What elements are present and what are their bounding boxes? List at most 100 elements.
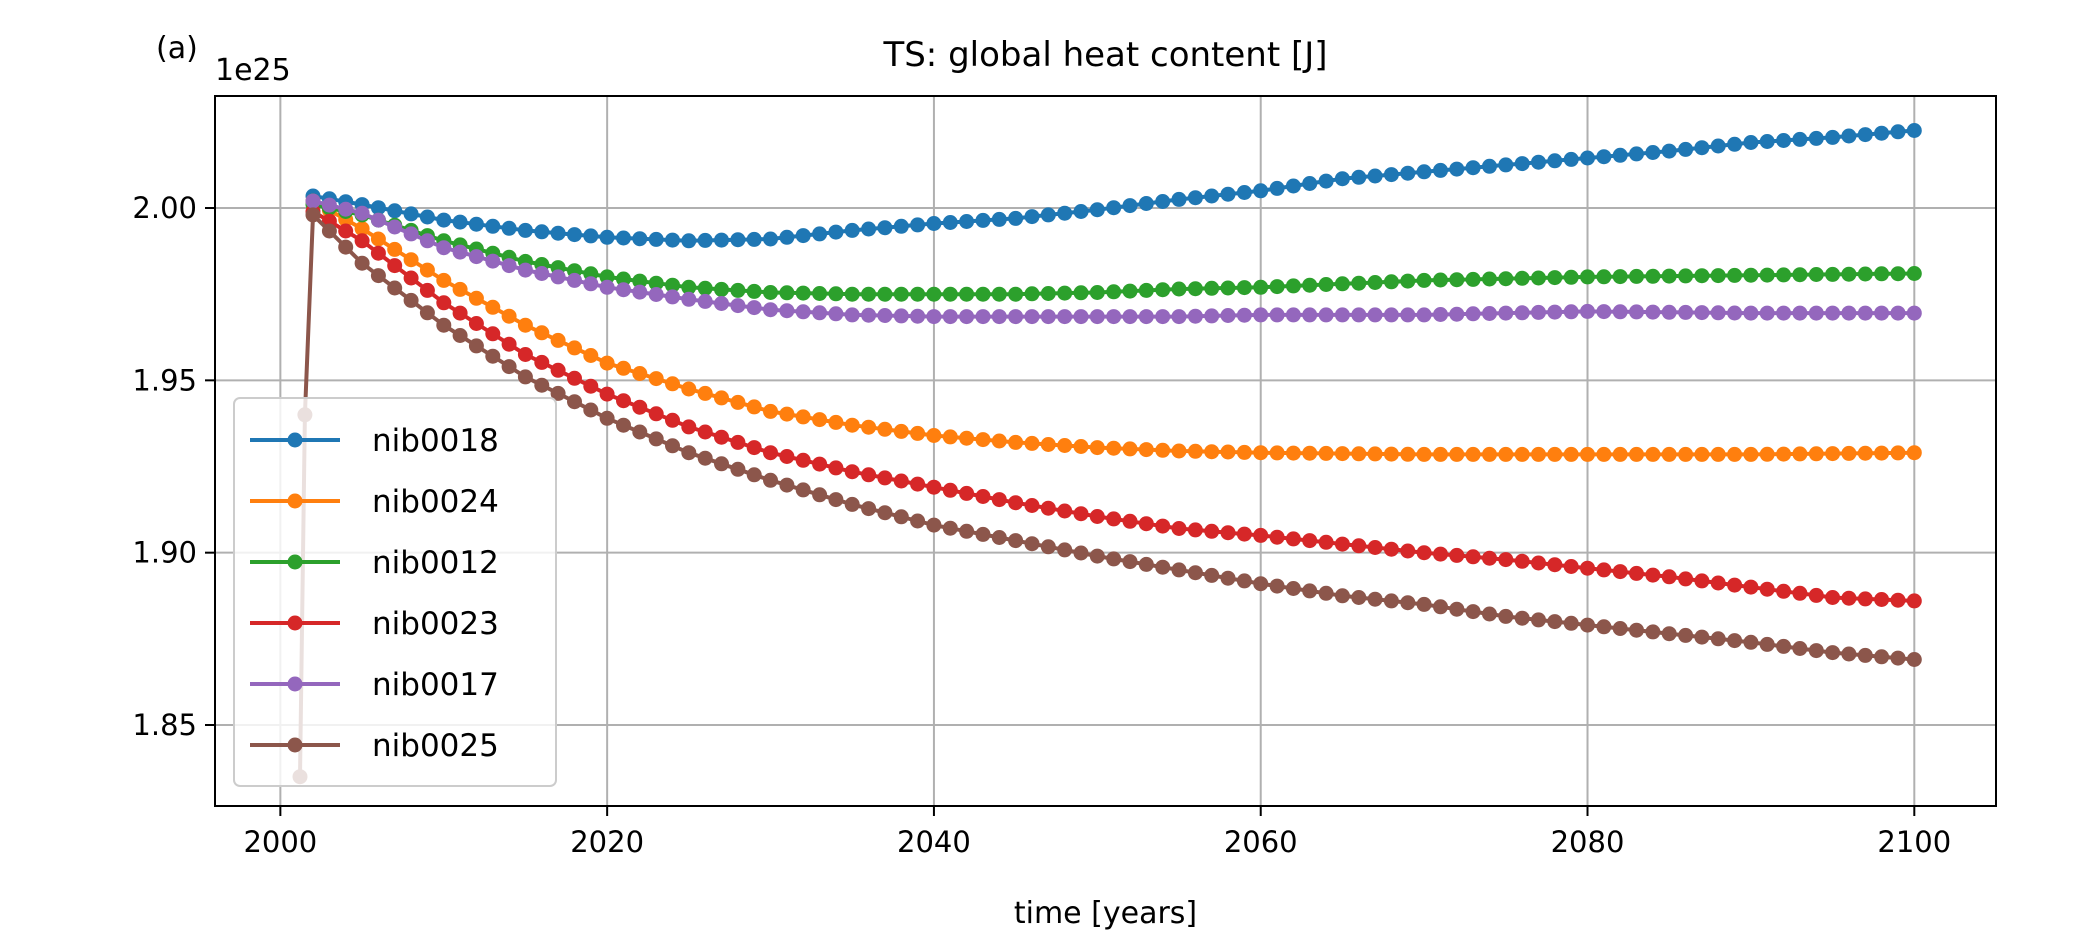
- data-point: [665, 438, 680, 454]
- data-point: [616, 393, 631, 409]
- data-point: [419, 209, 435, 225]
- data-point: [1334, 536, 1350, 552]
- data-point: [1073, 204, 1089, 219]
- data-point: [1482, 271, 1497, 287]
- data-point: [1008, 309, 1024, 325]
- data-point: [1449, 547, 1465, 563]
- data-point: [1269, 529, 1285, 545]
- data-point: [779, 449, 795, 464]
- data-point: [1776, 133, 1792, 148]
- data-point: [1302, 583, 1318, 599]
- data-point: [567, 394, 582, 410]
- data-point: [1416, 545, 1432, 561]
- data-point: [1236, 280, 1252, 296]
- data-point: [338, 223, 354, 239]
- data-point: [1220, 525, 1236, 541]
- data-point: [1253, 307, 1269, 323]
- data-point: [1383, 274, 1399, 290]
- data-point: [910, 513, 926, 529]
- data-point: [1204, 280, 1220, 296]
- data-point: [1596, 149, 1612, 165]
- data-point: [795, 304, 811, 320]
- data-point: [517, 222, 533, 238]
- data-point: [975, 432, 991, 448]
- data-point: [1792, 305, 1808, 321]
- data-point: [534, 224, 550, 240]
- legend-item: nib0025: [250, 728, 499, 764]
- data-point: [1808, 130, 1824, 146]
- data-point: [1138, 196, 1154, 211]
- data-point: [1661, 626, 1677, 642]
- data-point: [1514, 270, 1530, 286]
- data-point: [1187, 281, 1203, 297]
- data-point: [1776, 638, 1792, 654]
- data-point: [648, 431, 664, 447]
- data-point: [1808, 305, 1824, 321]
- data-point: [1040, 500, 1056, 516]
- data-point: [1351, 307, 1367, 323]
- data-point: [1694, 268, 1710, 284]
- data-point: [1596, 446, 1612, 462]
- data-point: [354, 205, 370, 221]
- data-point: [1024, 498, 1040, 513]
- data-point: [1841, 128, 1857, 144]
- data-point: [1351, 590, 1367, 605]
- data-point: [1710, 631, 1726, 647]
- x-tick-label: 2000: [243, 825, 317, 859]
- data-point: [1089, 285, 1105, 300]
- data-point: [1465, 549, 1481, 565]
- data-point: [1645, 567, 1661, 583]
- data-point: [1040, 309, 1056, 325]
- data-point: [599, 410, 615, 426]
- data-point: [1596, 304, 1612, 320]
- data-point: [1318, 534, 1334, 550]
- data-point: [1465, 446, 1481, 462]
- data-point: [795, 228, 811, 244]
- data-point: [1236, 307, 1252, 323]
- data-point: [1285, 278, 1301, 294]
- data-point: [1204, 188, 1220, 204]
- legend-item: nib0023: [250, 606, 499, 642]
- data-point: [1269, 180, 1285, 196]
- data-point: [452, 305, 468, 321]
- data-point: [1351, 538, 1367, 554]
- data-point: [1073, 439, 1089, 454]
- data-point: [959, 214, 975, 229]
- data-point: [1220, 280, 1236, 296]
- data-point: [959, 523, 975, 539]
- data-point: [1024, 286, 1040, 302]
- data-point: [1906, 593, 1922, 609]
- panel-label: (a): [156, 31, 198, 66]
- legend-item: nib0012: [250, 545, 499, 581]
- data-point: [338, 239, 354, 255]
- data-point: [354, 233, 370, 249]
- data-point: [419, 262, 435, 278]
- data-point: [828, 224, 844, 240]
- data-point: [1612, 304, 1628, 320]
- data-point: [648, 275, 664, 291]
- data-point: [1514, 446, 1530, 462]
- data-point: [1204, 444, 1220, 460]
- data-point: [632, 424, 648, 440]
- data-point: [1661, 569, 1677, 585]
- data-point: [861, 501, 877, 517]
- data-point: [1269, 578, 1285, 594]
- data-point: [1563, 151, 1579, 167]
- x-tick-label: 2100: [1877, 825, 1951, 859]
- data-point: [991, 492, 1007, 508]
- data-point: [1269, 445, 1285, 461]
- data-point: [1661, 268, 1677, 284]
- data-point: [1841, 305, 1857, 321]
- data-point: [583, 378, 599, 394]
- data-point: [681, 279, 697, 295]
- data-point: [893, 308, 909, 324]
- data-point: [452, 281, 468, 297]
- data-point: [1612, 147, 1628, 163]
- data-point: [1825, 645, 1841, 661]
- data-point: [468, 249, 484, 265]
- data-point: [436, 317, 452, 333]
- data-point: [681, 419, 697, 435]
- data-point: [1057, 285, 1073, 301]
- data-point: [1138, 282, 1154, 298]
- data-point: [1040, 286, 1056, 301]
